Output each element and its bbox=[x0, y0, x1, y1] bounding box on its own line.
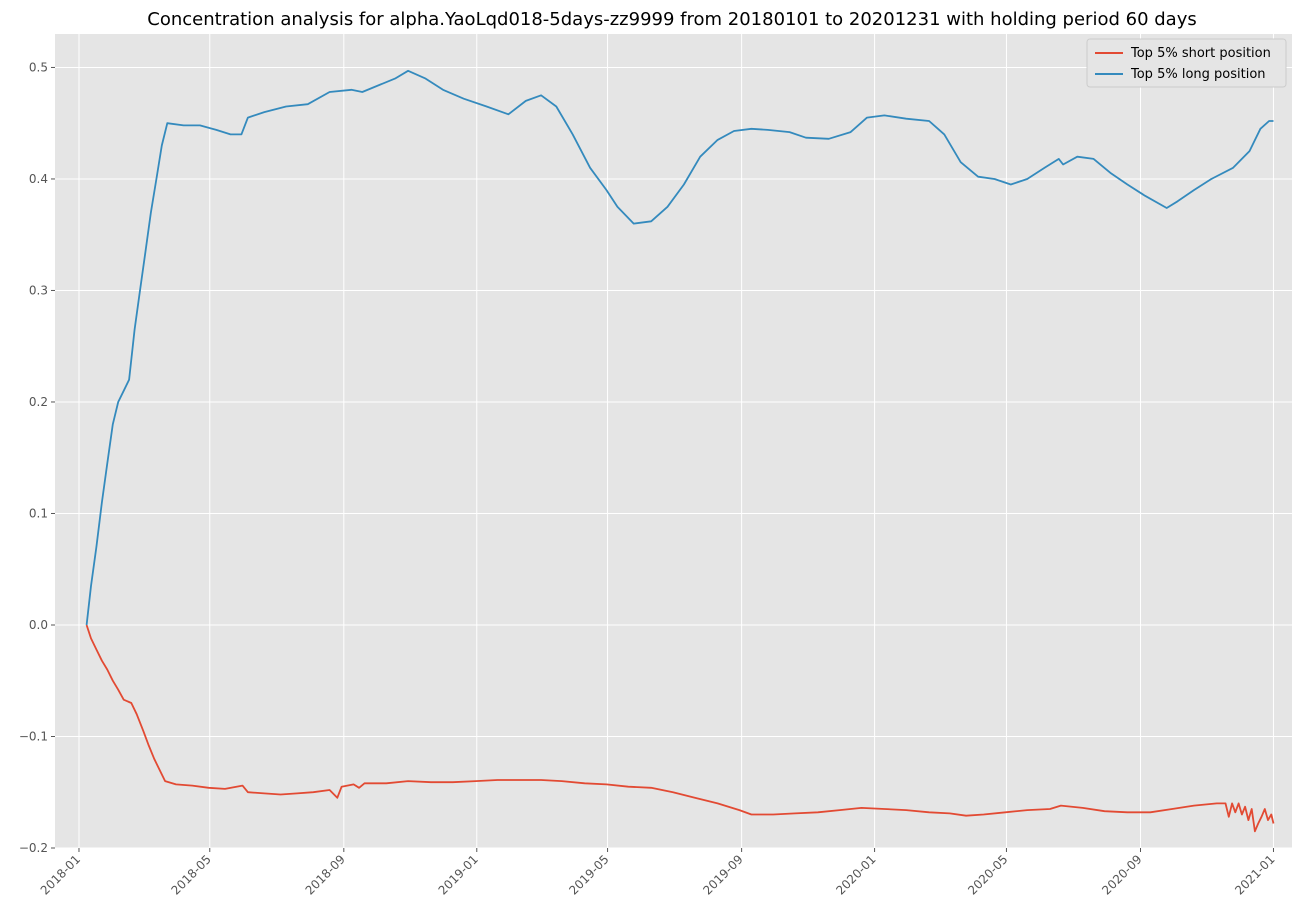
x-tick-label: 2019-05 bbox=[566, 852, 611, 897]
y-tick-label: 0.4 bbox=[29, 172, 48, 186]
plot-area bbox=[55, 34, 1292, 848]
x-tick-label: 2019-01 bbox=[436, 852, 481, 897]
y-tick-label: −0.2 bbox=[19, 841, 48, 855]
y-axis-ticks: 0.5 0.4 0.3 0.2 0.1 0.0 −0.1 −0.2 bbox=[19, 60, 55, 855]
series-line-short bbox=[85, 624, 1275, 833]
y-tick-label: 0.3 bbox=[29, 283, 48, 297]
legend-label-short: Top 5% short position bbox=[1130, 46, 1271, 61]
x-tick-label: 2020-01 bbox=[833, 852, 878, 897]
series-lines bbox=[85, 69, 1275, 833]
y-tick-label: 0.2 bbox=[29, 395, 48, 409]
x-tick-label: 2019-09 bbox=[700, 852, 745, 897]
x-tick-label: 2018-05 bbox=[169, 852, 214, 897]
legend-box bbox=[1086, 38, 1287, 88]
x-axis-ticks: 2018-01 2018-05 2018-09 2019-01 2019-05 2019-… bbox=[38, 848, 1278, 898]
y-tick-label: −0.1 bbox=[19, 729, 48, 743]
x-tick-label: 2018-01 bbox=[38, 852, 83, 897]
legend-label-long: Top 5% long position bbox=[1130, 67, 1266, 82]
y-tick-label: 0.0 bbox=[29, 618, 48, 632]
y-tick-label: 0.1 bbox=[29, 506, 48, 520]
legend: Top 5% short position Top 5% long positi… bbox=[1086, 38, 1287, 88]
x-tick-label: 2020-09 bbox=[1099, 852, 1144, 897]
chart-title: Concentration analysis for alpha.YaoLqd0… bbox=[147, 9, 1196, 30]
y-tick-label: 0.5 bbox=[29, 60, 48, 74]
x-tick-label: 2021-01 bbox=[1232, 852, 1277, 897]
x-tick-label: 2020-05 bbox=[965, 852, 1010, 897]
x-tick-label: 2018-09 bbox=[303, 852, 348, 897]
grid bbox=[55, 34, 1292, 849]
series-line-long bbox=[85, 69, 1274, 626]
